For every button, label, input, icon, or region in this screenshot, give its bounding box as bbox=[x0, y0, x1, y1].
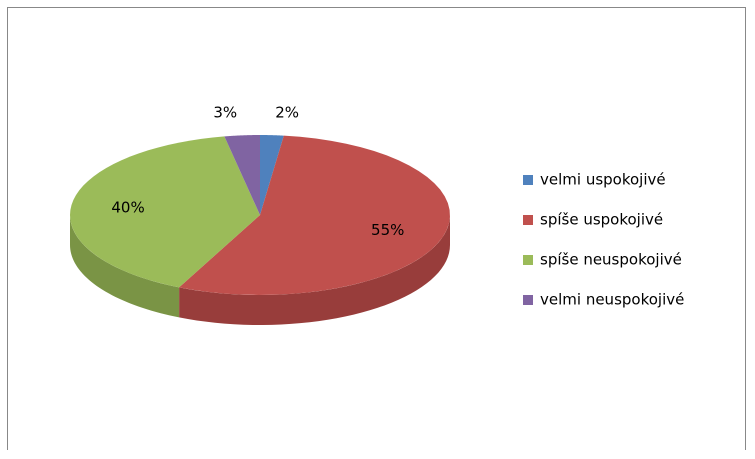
legend-label: spíše uspokojivé bbox=[540, 211, 663, 229]
pie-top bbox=[70, 135, 450, 295]
data-label: 3% bbox=[213, 104, 237, 122]
labels: 2% 55% 40% 3% bbox=[111, 103, 404, 239]
legend-swatch bbox=[523, 175, 533, 185]
pie-slice bbox=[70, 136, 260, 288]
pie-slice bbox=[179, 135, 450, 295]
legend-swatch bbox=[523, 295, 533, 305]
pie-side bbox=[179, 215, 450, 325]
data-label: 55% bbox=[371, 221, 404, 239]
legend-label: spíše neuspokojivé bbox=[540, 251, 682, 269]
legend-swatch bbox=[523, 215, 533, 225]
pie-sides bbox=[70, 215, 450, 325]
data-label: 40% bbox=[111, 198, 144, 216]
legend-swatch bbox=[523, 255, 533, 265]
pie-side bbox=[70, 215, 180, 318]
legend-label: velmi uspokojivé bbox=[540, 171, 666, 189]
pie-slice bbox=[260, 135, 284, 215]
bottom-mask bbox=[0, 450, 755, 459]
pie-slice bbox=[224, 135, 260, 215]
legend-label: velmi neuspokojivé bbox=[540, 291, 684, 309]
legend: velmi uspokojivé spíše uspokojivé spíše ne… bbox=[523, 171, 684, 309]
data-label: 2% bbox=[275, 103, 299, 121]
